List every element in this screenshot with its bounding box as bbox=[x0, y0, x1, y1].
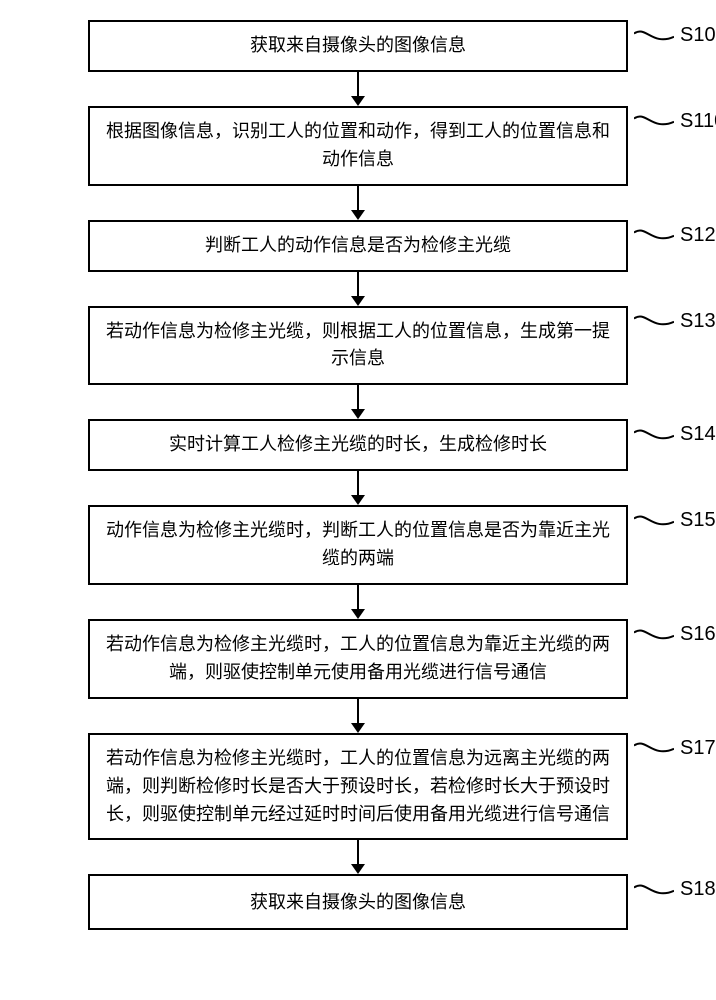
flow-step-row: 若动作信息为检修主光缆时，工人的位置信息为远离主光缆的两端，则判断检修时长是否大… bbox=[10, 733, 706, 841]
flow-arrow bbox=[349, 186, 367, 220]
flow-step-row: 若动作信息为检修主光缆，则根据工人的位置信息，生成第一提示信息S130 bbox=[10, 306, 706, 386]
flow-step-box: 若动作信息为检修主光缆，则根据工人的位置信息，生成第一提示信息 bbox=[88, 306, 628, 386]
flow-arrow bbox=[349, 699, 367, 733]
step-label-connector: S170 bbox=[634, 737, 716, 760]
flow-arrow bbox=[349, 385, 367, 419]
step-id-label: S170 bbox=[680, 737, 716, 760]
step-label-connector: S100 bbox=[634, 24, 716, 47]
flow-step-box: 根据图像信息，识别工人的位置和动作，得到工人的位置信息和动作信息 bbox=[88, 106, 628, 186]
flow-step-box: 获取来自摄像头的图像信息 bbox=[88, 20, 628, 72]
step-label-connector: S150 bbox=[634, 509, 716, 532]
flow-arrow bbox=[349, 471, 367, 505]
step-label-connector: S120 bbox=[634, 224, 716, 247]
flow-arrow bbox=[349, 585, 367, 619]
step-label-connector: S130 bbox=[634, 310, 716, 333]
step-label-connector: S180 bbox=[634, 878, 716, 901]
step-id-label: S150 bbox=[680, 509, 716, 532]
flow-step-box: 实时计算工人检修主光缆的时长，生成检修时长 bbox=[88, 419, 628, 471]
flow-step-row: 根据图像信息，识别工人的位置和动作，得到工人的位置信息和动作信息S110 bbox=[10, 106, 706, 186]
flowchart-container: 获取来自摄像头的图像信息S100 根据图像信息，识别工人的位置和动作，得到工人的位… bbox=[10, 20, 706, 930]
flow-step-row: 实时计算工人检修主光缆的时长，生成检修时长S140 bbox=[10, 419, 706, 471]
step-id-label: S100 bbox=[680, 24, 716, 47]
step-label-connector: S160 bbox=[634, 623, 716, 646]
flow-step-box: 动作信息为检修主光缆时，判断工人的位置信息是否为靠近主光缆的两端 bbox=[88, 505, 628, 585]
step-id-label: S130 bbox=[680, 310, 716, 333]
flow-arrow bbox=[349, 272, 367, 306]
flow-step-box: 判断工人的动作信息是否为检修主光缆 bbox=[88, 220, 628, 272]
flow-step-box: 若动作信息为检修主光缆时，工人的位置信息为靠近主光缆的两端，则驱使控制单元使用备… bbox=[88, 619, 628, 699]
flow-step-row: 动作信息为检修主光缆时，判断工人的位置信息是否为靠近主光缆的两端S150 bbox=[10, 505, 706, 585]
flow-step-row: 获取来自摄像头的图像信息S180 bbox=[10, 874, 706, 930]
flow-arrow bbox=[349, 840, 367, 874]
flow-arrow bbox=[349, 72, 367, 106]
flow-step-box: 获取来自摄像头的图像信息 bbox=[88, 874, 628, 930]
step-id-label: S140 bbox=[680, 423, 716, 446]
step-id-label: S180 bbox=[680, 878, 716, 901]
flow-step-row: 若动作信息为检修主光缆时，工人的位置信息为靠近主光缆的两端，则驱使控制单元使用备… bbox=[10, 619, 706, 699]
flow-step-row: 获取来自摄像头的图像信息S100 bbox=[10, 20, 706, 72]
step-id-label: S110 bbox=[680, 110, 716, 133]
flow-step-box: 若动作信息为检修主光缆时，工人的位置信息为远离主光缆的两端，则判断检修时长是否大… bbox=[88, 733, 628, 841]
step-label-connector: S140 bbox=[634, 423, 716, 446]
flow-step-row: 判断工人的动作信息是否为检修主光缆S120 bbox=[10, 220, 706, 272]
step-id-label: S160 bbox=[680, 623, 716, 646]
step-label-connector: S110 bbox=[634, 110, 716, 133]
step-id-label: S120 bbox=[680, 224, 716, 247]
